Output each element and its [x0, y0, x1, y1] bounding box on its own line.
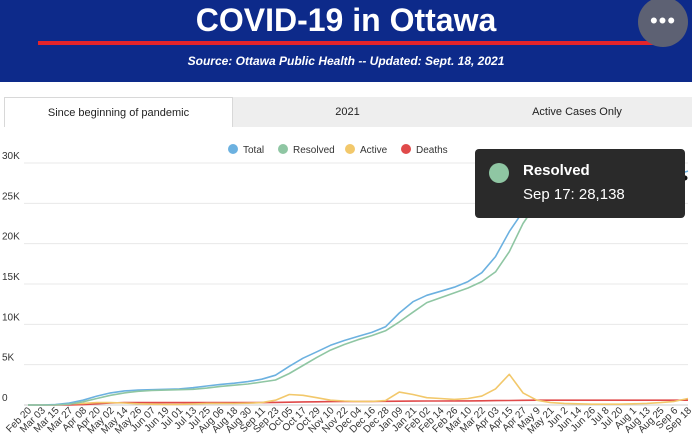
more-options-button[interactable]: ••• [638, 0, 688, 47]
y-tick-label: 15K [2, 272, 20, 283]
tooltip-series-name: Resolved [523, 162, 590, 179]
legend-label: Deaths [416, 145, 448, 156]
title-underline [38, 41, 656, 45]
tab-2021[interactable]: 2021 [335, 106, 360, 118]
legend-marker [278, 144, 288, 154]
y-tick-label: 25K [2, 191, 20, 202]
y-tick-label: 30K [2, 151, 20, 162]
tab-since-beginning[interactable]: Since beginning of pandemic [4, 97, 233, 127]
line-chart: 0 5K 10K 15K 20K 25K 30K Total Resolved Active Dea… [2, 144, 692, 436]
header-banner: COVID-19 in Ottawa Source: Ottawa Public… [0, 0, 692, 82]
y-tick-label: 5K [2, 353, 15, 364]
y-tick-label: 20K [2, 232, 20, 243]
legend-marker [228, 144, 238, 154]
legend-marker [345, 144, 355, 154]
tooltip-series-dot [489, 163, 509, 183]
tooltip-value: Sep 17: 28,138 [523, 186, 625, 203]
more-horizontal-icon: ••• [649, 8, 677, 33]
page-subtitle: Source: Ottawa Public Health -- Updated:… [187, 54, 505, 68]
series-line-active [28, 373, 689, 406]
tab-bar: Since beginning of pandemic 2021 Active … [4, 97, 692, 127]
chart-tooltip: Resolved Sep 17: 28,138 [475, 149, 685, 218]
legend-label: Active [360, 145, 388, 156]
legend-label: Resolved [293, 145, 335, 156]
y-tick-label: 10K [2, 312, 20, 323]
tab-active-cases-only[interactable]: Active Cases Only [532, 106, 622, 118]
legend-marker [401, 144, 411, 154]
y-tick-label: 0 [2, 393, 8, 404]
page-title: COVID-19 in Ottawa [195, 2, 497, 38]
legend-label: Total [243, 145, 264, 156]
